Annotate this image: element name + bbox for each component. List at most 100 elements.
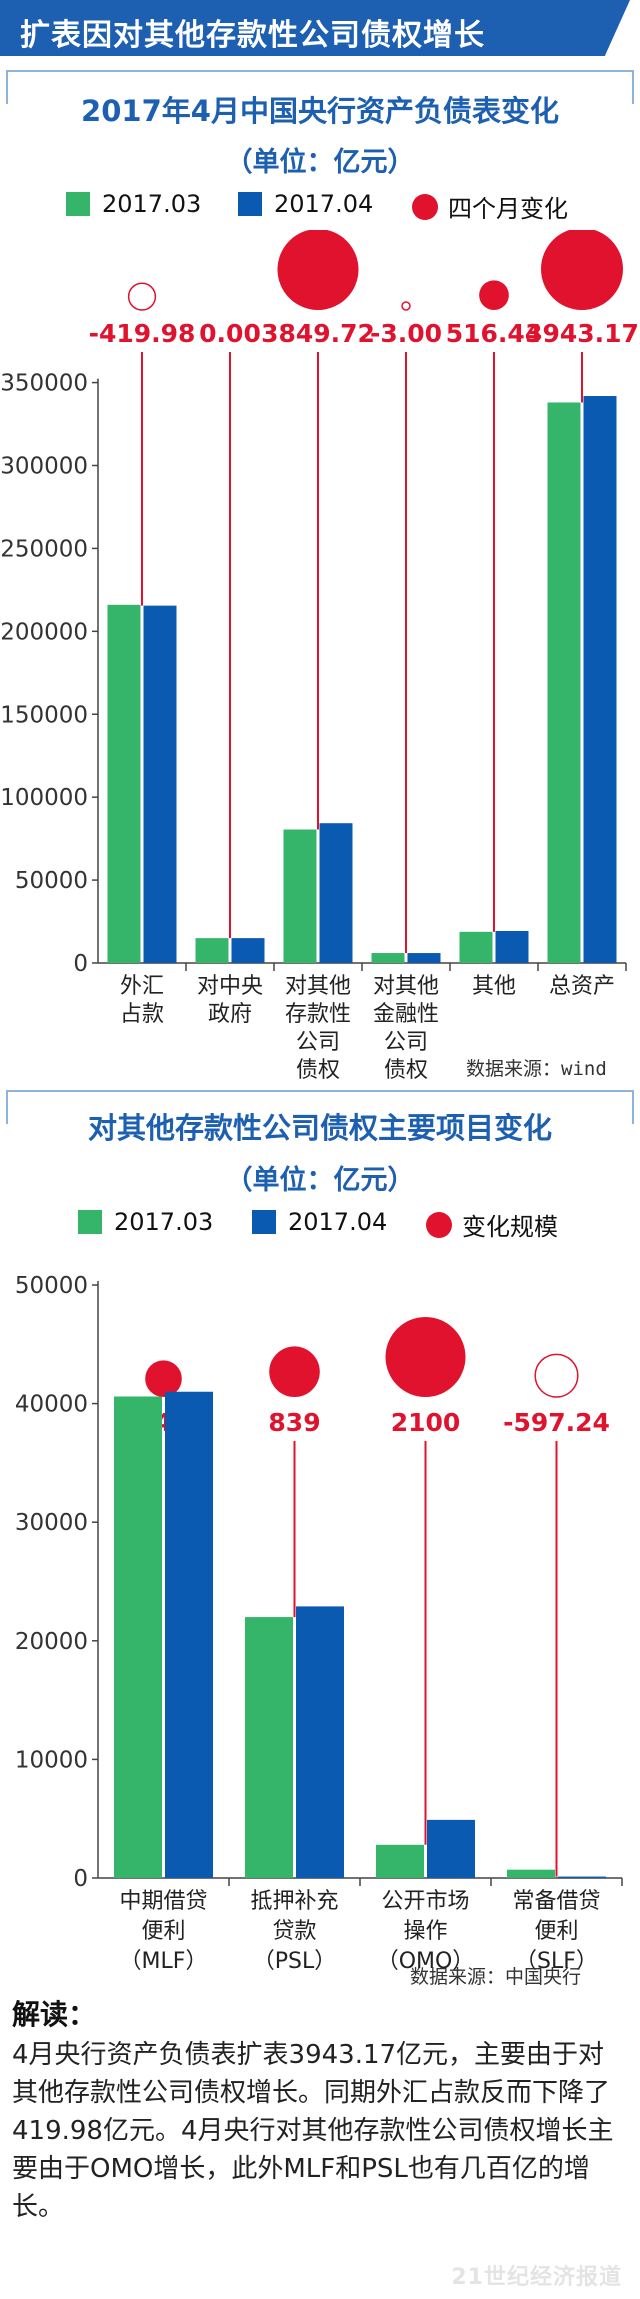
bar-2017-03	[245, 1617, 293, 1878]
category-label: 抵押补充	[250, 1889, 338, 1914]
change-label: -597.24	[503, 1408, 610, 1437]
category-label: 存款性	[285, 1002, 351, 1027]
y-tick-label: 0	[73, 1866, 88, 1892]
chart1-legend-item-mar: 2017.03	[66, 190, 201, 218]
legend-swatch-green	[66, 192, 90, 216]
y-tick-label: 350000	[0, 371, 88, 397]
category-label: （MLF）	[120, 1949, 208, 1974]
bar-2017-04	[231, 938, 265, 963]
bar-2017-03	[547, 402, 581, 963]
y-tick-label: 10000	[15, 1747, 88, 1773]
chart1-frame	[6, 70, 634, 104]
chart2-legend-item-apr: 2017.04	[252, 1208, 387, 1236]
change-bubble	[277, 230, 359, 310]
change-label: 3943.17	[525, 319, 639, 348]
bar-2017-03	[283, 829, 317, 963]
category-label: 公司	[384, 1030, 428, 1055]
bar-2017-03	[107, 604, 141, 963]
y-tick-label: 100000	[0, 785, 88, 811]
change-label: -3.00	[370, 319, 442, 348]
y-tick-label: 150000	[0, 702, 88, 728]
chart1-legend-item-change: 四个月变化	[412, 189, 568, 224]
chart1-source: 数据来源：wind	[466, 1058, 607, 1080]
legend-swatch-blue	[252, 1210, 276, 1234]
category-label: 中期借贷	[119, 1889, 207, 1914]
legend-label: 变化规模	[462, 1213, 558, 1241]
y-tick-label: 30000	[15, 1510, 88, 1536]
y-tick-label: 20000	[15, 1629, 88, 1655]
y-tick-label: 40000	[15, 1392, 88, 1418]
chart1-title: 2017年4月中国央行资产负债表变化	[81, 94, 559, 128]
category-label: 债权	[296, 1058, 340, 1083]
category-label: （SLF）	[515, 1949, 598, 1974]
banner-title: 扩表因对其他存款性公司债权增长	[20, 18, 485, 53]
category-label: 常备借贷	[512, 1889, 600, 1914]
y-tick-label: 50000	[15, 868, 88, 894]
y-tick-label: 250000	[0, 536, 88, 562]
legend-swatch-green	[78, 1210, 102, 1234]
chart2-legend-item-change: 变化规模	[426, 1207, 558, 1242]
bar-2017-04	[558, 1876, 606, 1878]
category-label: 对其他	[285, 974, 351, 999]
change-bubble-negative	[401, 301, 411, 311]
legend-swatch-blue	[238, 192, 262, 216]
change-label: 2100	[391, 1408, 461, 1437]
chart2-frame	[6, 1090, 634, 1124]
category-label: 操作	[403, 1919, 447, 1944]
chart2-source: 数据来源：中国央行	[410, 1966, 582, 1988]
legend-label: 2017.04	[288, 1208, 388, 1236]
change-bubble	[269, 1346, 320, 1397]
bar-2017-04	[407, 953, 441, 963]
legend-dot-red	[412, 193, 438, 220]
category-label: 债权	[384, 1058, 428, 1083]
category-label: 占款	[120, 1002, 164, 1027]
change-label: 839	[268, 1408, 320, 1437]
interpretation-title: 解读：	[12, 1998, 97, 2031]
chart2-plot: 01000020000300004000050000440中期借贷便利（MLF）…	[15, 1273, 623, 1974]
bar-2017-03	[195, 938, 229, 963]
interpretation-body: 4月央行资产负债表扩表3943.17亿元，主要由于对其他存款性公司债权增长。同期…	[12, 2040, 614, 2222]
category-label: 外汇	[120, 974, 164, 999]
change-label: 0.00	[199, 319, 261, 348]
bar-2017-04	[319, 823, 353, 963]
change-label: 3849.72	[261, 319, 375, 348]
chart1-legend-item-apr: 2017.04	[238, 190, 373, 218]
change-bubble-negative	[127, 282, 157, 311]
category-label: （PSL）	[253, 1949, 337, 1974]
bar-2017-03	[507, 1869, 555, 1878]
change-bubble	[145, 1360, 182, 1397]
legend-label: 2017.04	[274, 190, 374, 218]
chart2-unit: （单位：亿元）	[225, 1165, 415, 1196]
chart2-legend-item-mar: 2017.03	[78, 1208, 213, 1236]
bar-2017-04	[143, 605, 177, 963]
bar-2017-04	[583, 396, 617, 963]
y-tick-label: 0	[73, 951, 88, 977]
legend-label: 2017.03	[114, 1208, 214, 1236]
category-label: （OMO）	[377, 1949, 475, 1974]
change-label: -419.98	[89, 319, 196, 348]
change-bubble	[479, 280, 509, 310]
category-label: 对其他	[373, 974, 439, 999]
bar-2017-03	[459, 931, 493, 963]
chart2-title: 对其他存款性公司债权主要项目变化	[87, 1111, 552, 1145]
change-bubble-negative	[534, 1353, 579, 1398]
bar-2017-03	[114, 1396, 162, 1878]
category-label: 对中央	[197, 974, 263, 999]
category-label: 其他	[472, 974, 516, 999]
change-bubble	[541, 230, 623, 310]
bar-2017-04	[495, 930, 529, 963]
bar-2017-03	[376, 1844, 424, 1878]
legend-dot-red	[426, 1211, 452, 1238]
change-bubble	[385, 1317, 466, 1397]
category-label: 公开市场	[381, 1889, 469, 1914]
y-tick-label: 50000	[15, 1273, 88, 1299]
bar-2017-04	[165, 1391, 213, 1878]
category-label: 公司	[296, 1030, 340, 1055]
bar-2017-04	[427, 1819, 475, 1878]
chart1-unit: （单位：亿元）	[225, 147, 415, 178]
change-label: 516.44	[446, 319, 542, 348]
bar-2017-04	[296, 1606, 344, 1878]
y-tick-label: 300000	[0, 454, 88, 480]
category-label: 便利	[141, 1919, 185, 1944]
watermark: 21世纪经济报道	[451, 2265, 622, 2290]
